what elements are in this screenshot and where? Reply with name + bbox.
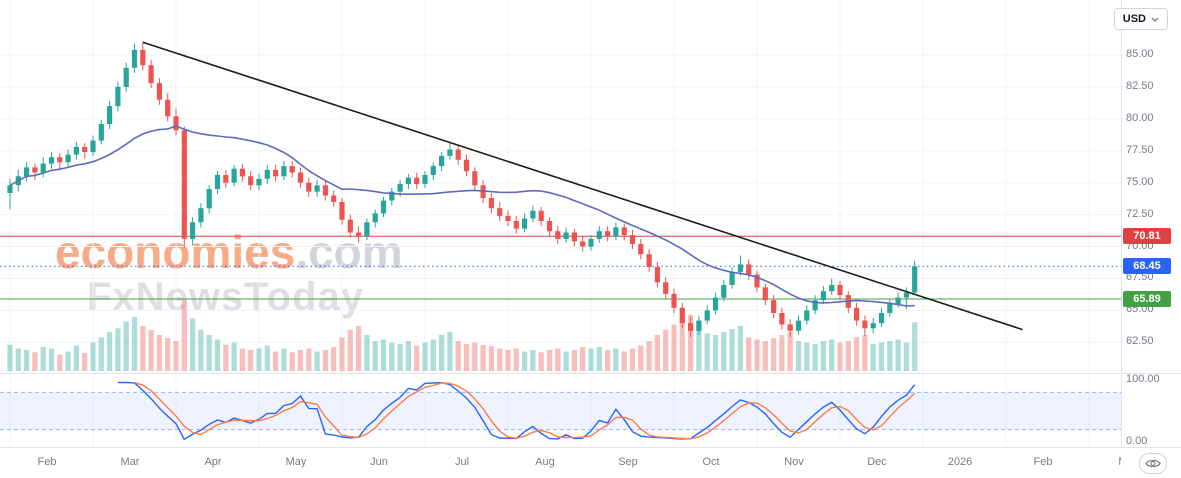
price-axis-label: 72.50 (1126, 207, 1154, 220)
time-axis-label[interactable]: Mar (120, 456, 140, 468)
currency-label: USD (1122, 13, 1146, 25)
price-axis-divider (1121, 0, 1122, 448)
chevron-down-icon (1151, 17, 1159, 22)
price-axis-label: 62.50 (1126, 335, 1154, 348)
time-axis-label[interactable]: May (285, 456, 307, 468)
stoch-d-line (134, 381, 916, 440)
time-axis-label[interactable]: Jun (370, 456, 388, 468)
eye-icon (1145, 459, 1161, 468)
candles-layer (7, 42, 918, 338)
time-axis-divider (0, 447, 1181, 448)
price-axis-label: 75.00 (1126, 175, 1154, 188)
price-axis-label: 67.50 (1126, 271, 1154, 284)
time-axis-label[interactable]: Jul (454, 456, 470, 468)
stoch-axis-label: 0.00 (1126, 435, 1148, 447)
moving-average-line (9, 125, 915, 307)
price-axis-label: 80.00 (1126, 111, 1154, 124)
price-level-badge[interactable]: 68.45 (1123, 258, 1171, 275)
time-axis-label[interactable]: 2026 (947, 456, 973, 468)
time-axis-label[interactable]: Oct (702, 456, 720, 468)
time-axis-label[interactable]: Sep (618, 456, 638, 468)
price-levels (0, 235, 1121, 300)
time-axis-label[interactable]: Dec (867, 456, 887, 468)
gridlines (0, 0, 1121, 446)
price-level-badge[interactable]: 65.89 (1123, 291, 1171, 308)
pane-divider[interactable] (0, 373, 1181, 374)
price-axis-label: 82.50 (1126, 79, 1154, 92)
price-chart-canvas[interactable] (0, 0, 1121, 448)
time-axis-label[interactable]: Ma (1118, 456, 1121, 468)
time-axis-label[interactable]: Nov (784, 456, 804, 468)
scale-settings-button[interactable] (1139, 453, 1167, 474)
volume-bars (7, 299, 918, 372)
trendline[interactable] (142, 41, 1023, 331)
price-axis[interactable]: 85.00 82.50 80.00 77.50 75.00 72.50 70.00 67.50… (1122, 0, 1181, 448)
price-level-badge[interactable]: 70.81 (1123, 228, 1171, 245)
time-axis-label[interactable]: Feb (37, 456, 57, 468)
time-axis[interactable]: Feb Mar Apr May Jun Jul Aug Sep Oct Nov Dec 2026 Feb… (0, 448, 1121, 478)
price-axis-label: 77.50 (1126, 143, 1154, 156)
time-axis-label[interactable]: Feb (1033, 456, 1053, 468)
stoch-band (0, 392, 1121, 430)
time-axis-label[interactable]: Apr (204, 456, 222, 468)
currency-dropdown[interactable]: USD (1113, 8, 1168, 30)
price-axis-label: 85.00 (1126, 48, 1154, 60)
stoch-axis-label: 100.00 (1126, 373, 1160, 385)
time-axis-label[interactable]: Aug (535, 456, 555, 468)
